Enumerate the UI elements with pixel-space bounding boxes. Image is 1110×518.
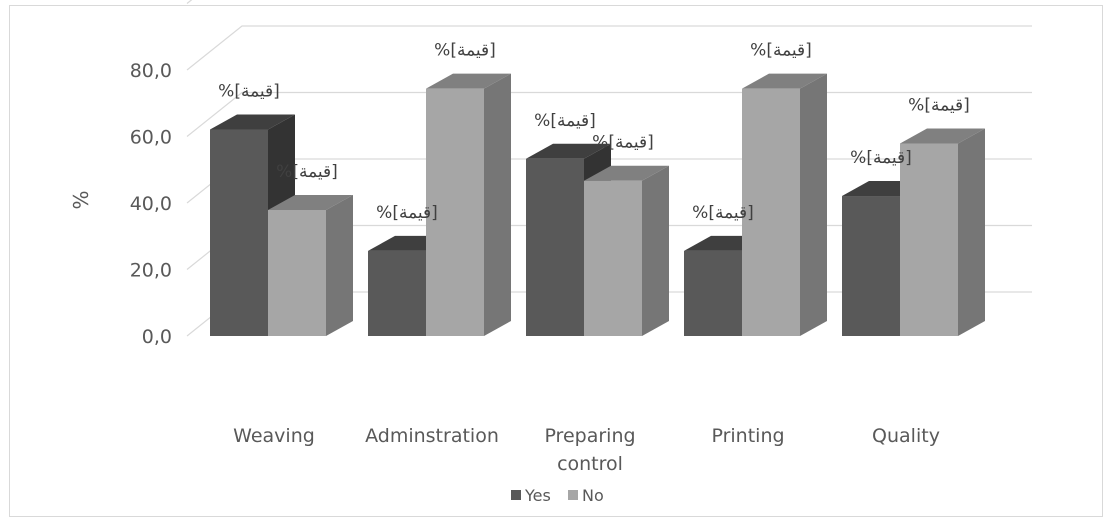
bar-no-1 — [426, 73, 511, 337]
bar-front — [842, 196, 900, 336]
data-label: %[قيمة] — [434, 41, 496, 61]
bar-top — [900, 128, 985, 144]
bar-side — [958, 128, 985, 336]
data-label: %[قيمة] — [750, 41, 812, 61]
bar-no-2 — [584, 165, 669, 336]
data-label: %[قيمة] — [850, 148, 912, 168]
legend-label-yes: Yes — [524, 486, 551, 505]
bar-no-4 — [900, 128, 985, 336]
bar-no-0 — [268, 194, 353, 336]
data-labels: %[قيمة]%[قيمة]%[قيمة]%[قيمة]%[قيمة]%[قيم… — [218, 41, 970, 223]
y-tick-label: 20,0 — [130, 260, 172, 282]
bars — [210, 73, 985, 337]
bar-front — [426, 88, 484, 337]
category-labels: Weaving Adminstration Preparing control Prin… — [233, 425, 940, 475]
data-label: %[قيمة] — [218, 82, 280, 102]
bar-front — [268, 209, 326, 336]
data-label: %[قيمة] — [534, 111, 596, 131]
bar-top — [742, 73, 827, 89]
y-tick-label: 60,0 — [130, 127, 172, 149]
bar-top — [584, 165, 669, 181]
y-tick-labels: 0,0 20,0 40,0 60,0 80,0 — [130, 60, 172, 348]
legend-label-no: No — [582, 486, 604, 505]
category-label: Quality — [872, 425, 940, 447]
bar-front — [584, 180, 642, 336]
y-tick-label: 40,0 — [130, 193, 172, 215]
bar-side — [484, 73, 511, 337]
bar-top — [526, 143, 611, 159]
bar-side — [800, 73, 827, 337]
gridline — [186, 91, 1032, 137]
data-label: %[قيمة] — [276, 162, 338, 182]
data-label: %[قيمة] — [376, 203, 438, 223]
bar-top — [210, 114, 295, 130]
bar-front — [684, 250, 742, 336]
data-label: %[قيمة] — [592, 133, 654, 153]
y-tick-label: 0,0 — [142, 326, 172, 348]
gridline — [186, 25, 1032, 71]
bar-front — [742, 88, 800, 337]
bar-side — [326, 194, 353, 336]
category-label: Preparing — [544, 425, 635, 447]
bar-front — [526, 158, 584, 336]
category-label: Printing — [711, 425, 784, 447]
bar-side — [642, 165, 669, 336]
legend: Yes No — [511, 486, 604, 505]
legend-swatch-yes — [511, 490, 521, 500]
category-label: control — [557, 453, 623, 475]
data-label: %[قيمة] — [692, 203, 754, 223]
data-label: %[قيمة] — [908, 95, 970, 115]
gridline — [186, 0, 193, 4]
bar-front — [210, 129, 268, 336]
bar-top — [426, 73, 511, 89]
bar-yes-0 — [210, 114, 295, 336]
y-tick-label: 80,0 — [130, 60, 172, 82]
y-axis-label: % — [69, 190, 93, 209]
legend-swatch-no — [568, 490, 578, 500]
bar-front — [368, 250, 426, 336]
bar-top — [268, 194, 353, 210]
category-label: Weaving — [233, 425, 315, 447]
bar-no-3 — [742, 73, 827, 337]
category-label: Adminstration — [365, 425, 499, 447]
bar-front — [900, 143, 958, 336]
